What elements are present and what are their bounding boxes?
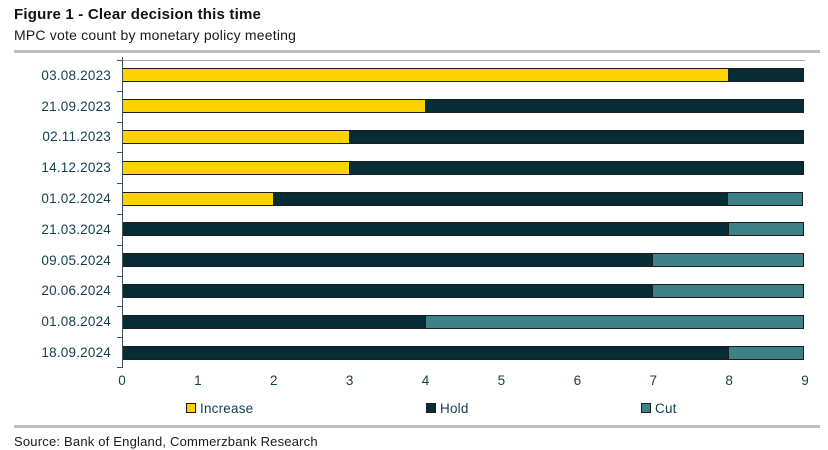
legend-item-increase: Increase — [122, 400, 350, 416]
bar-segment-hold — [424, 99, 804, 114]
bar-segment-cut — [652, 283, 804, 298]
category-label: 09.05.2024 — [41, 252, 111, 268]
category-label: 21.09.2023 — [41, 98, 111, 114]
bar-segment-hold — [272, 191, 729, 206]
category-label: 18.09.2024 — [41, 345, 111, 361]
y-axis-tick — [117, 90, 122, 92]
bar-segment-hold — [122, 253, 654, 268]
bar-track — [122, 314, 805, 329]
bar-segment-increase — [122, 68, 730, 83]
x-tick-label: 3 — [345, 373, 354, 388]
mpc-vote-bar-chart: 03.08.2023 21.09.2023 02.11.2023 14.12.2023… — [0, 57, 809, 416]
x-tick-label: 6 — [573, 373, 582, 388]
bar-track — [122, 68, 805, 83]
legend-label: Cut — [655, 400, 677, 416]
y-axis-tick — [117, 306, 122, 308]
y-axis-tick — [117, 337, 122, 339]
bottom-divider — [14, 425, 820, 428]
bar-row: 03.08.2023 — [0, 60, 805, 91]
y-axis-tick — [117, 60, 122, 61]
y-axis-tick — [117, 275, 122, 277]
y-axis-tick — [117, 367, 122, 368]
bar-row: 09.05.2024 — [0, 245, 805, 276]
bar-track — [122, 345, 805, 360]
bar-segment-hold — [348, 129, 804, 144]
bar-row: 20.06.2024 — [0, 276, 805, 307]
bar-track — [122, 283, 805, 298]
x-tick-label: 8 — [725, 373, 733, 388]
bar-row: 18.09.2024 — [0, 337, 805, 368]
bar-segment-cut — [424, 314, 804, 329]
bar-track — [122, 222, 805, 237]
y-axis-tick — [117, 121, 122, 123]
y-axis-tick — [117, 244, 122, 246]
category-label: 01.08.2024 — [41, 314, 111, 330]
x-axis: 0 1 2 3 4 5 6 7 8 9 — [118, 373, 809, 393]
figure-subtitle: MPC vote count by monetary policy meetin… — [14, 27, 297, 43]
x-tick-label: 0 — [118, 373, 126, 388]
x-tick-label: 2 — [270, 373, 278, 388]
bar-track — [122, 253, 805, 268]
x-tick-label: 9 — [801, 373, 809, 388]
bar-segment-hold — [122, 345, 730, 360]
bar-segment-increase — [122, 160, 350, 175]
bar-row: 21.09.2023 — [0, 91, 805, 122]
bar-track — [122, 99, 805, 114]
bar-row: 02.11.2023 — [0, 122, 805, 153]
bar-segment-hold — [348, 160, 804, 175]
figure-title: Figure 1 - Clear decision this time — [14, 6, 262, 23]
category-label: 14.12.2023 — [41, 160, 111, 176]
bar-segment-increase — [122, 191, 274, 206]
x-tick-label: 4 — [421, 373, 430, 388]
legend-item-hold: Hold — [350, 400, 590, 416]
bar-track — [122, 129, 805, 144]
category-label: 02.11.2023 — [42, 129, 111, 145]
chart-legend: Increase Hold Cut — [122, 400, 805, 416]
legend-label: Increase — [200, 400, 254, 416]
x-tick-label: 5 — [497, 373, 506, 388]
y-axis-tick — [117, 214, 122, 215]
category-label: 21.03.2024 — [41, 221, 111, 237]
bar-segment-cut — [728, 222, 804, 237]
bar-segment-increase — [122, 99, 426, 114]
bar-segment-cut — [652, 253, 804, 268]
bar-segment-hold — [122, 283, 654, 298]
x-tick-label: 1 — [194, 373, 202, 388]
bar-row: 14.12.2023 — [0, 152, 805, 183]
legend-label: Hold — [440, 400, 469, 416]
source-note: Source: Bank of England, Commerzbank Res… — [14, 434, 318, 449]
legend-item-cut: Cut — [590, 400, 805, 416]
bar-row: 21.03.2024 — [0, 214, 805, 245]
bar-segment-hold — [728, 68, 804, 83]
category-label: 20.06.2024 — [41, 283, 111, 299]
bar-segment-hold — [122, 314, 426, 329]
bar-segment-cut — [728, 345, 804, 360]
bar-segment-cut — [727, 191, 803, 206]
bar-segment-hold — [122, 222, 730, 237]
legend-swatch-cut — [641, 403, 651, 413]
legend-swatch-increase — [186, 403, 196, 413]
bar-track — [122, 160, 805, 175]
top-divider — [14, 50, 820, 53]
x-tick-label: 7 — [649, 373, 657, 388]
y-axis-tick — [117, 183, 122, 185]
category-label: 01.02.2024 — [41, 191, 111, 207]
legend-swatch-hold — [426, 403, 436, 413]
category-label: 03.08.2023 — [41, 67, 111, 83]
plot-area: 03.08.2023 21.09.2023 02.11.2023 14.12.2023… — [0, 57, 805, 368]
y-axis-tick — [117, 152, 122, 154]
bar-track — [122, 191, 805, 206]
bar-row: 01.02.2024 — [0, 183, 805, 214]
bar-row: 01.08.2024 — [0, 306, 805, 337]
bar-segment-increase — [122, 129, 350, 144]
